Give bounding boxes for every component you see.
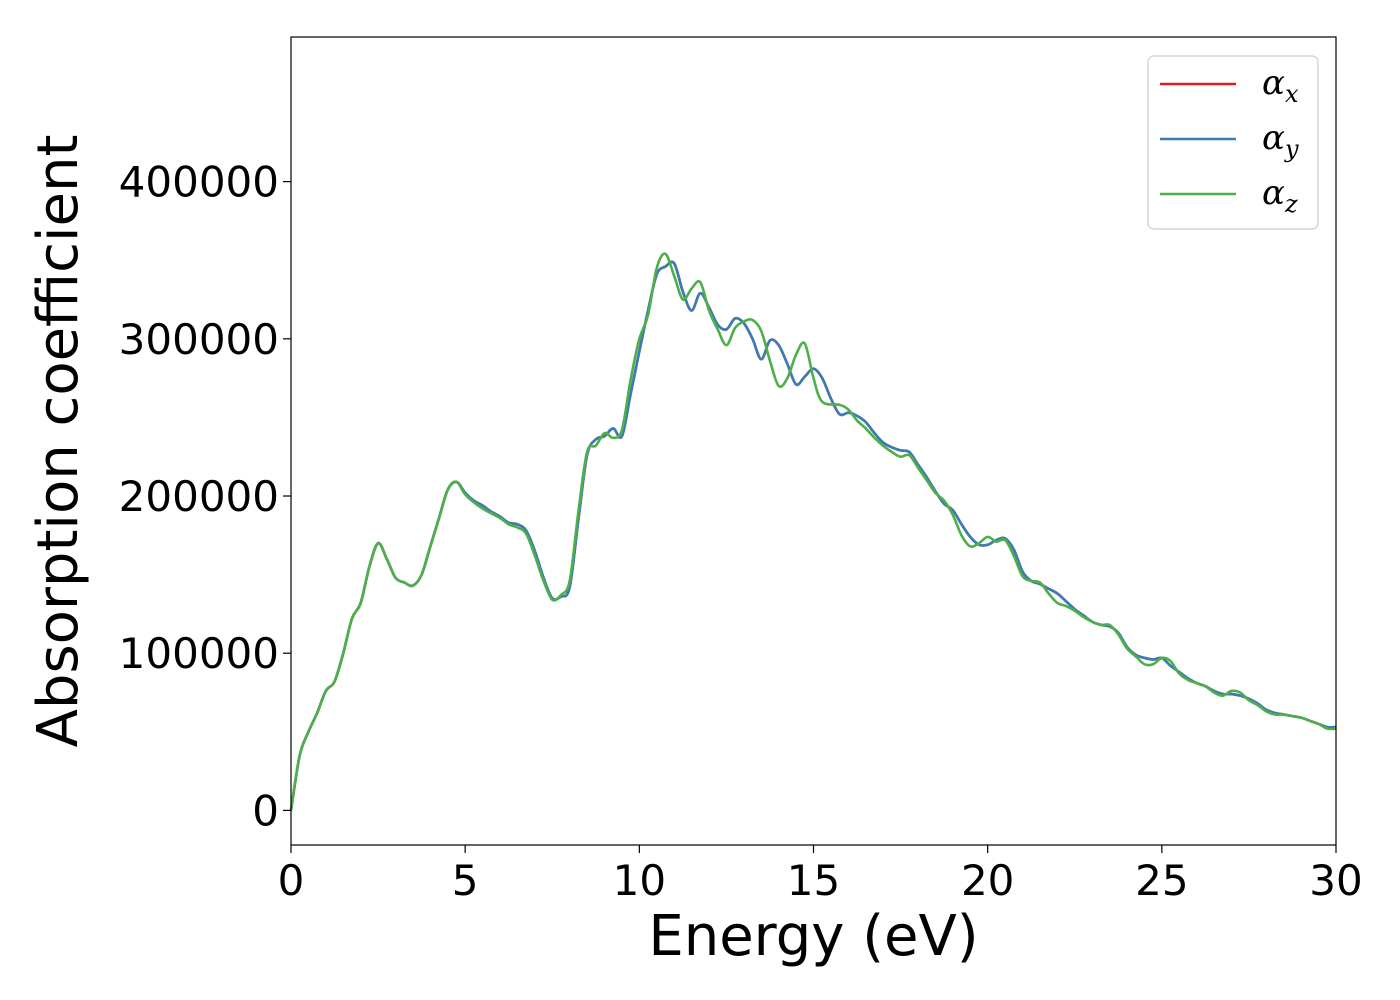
legend-label: αx (1262, 63, 1299, 108)
series-lines (289, 252, 1337, 811)
legend-symbol: α (1262, 63, 1285, 103)
x-tick-label: 30 (1309, 856, 1362, 905)
y-axis-title: Absorption coefficient (26, 135, 91, 748)
x-tick-label: 5 (452, 856, 479, 905)
legend-label: αz (1262, 173, 1298, 218)
legend-box (1147, 55, 1319, 230)
legend-subscript: y (1284, 135, 1299, 163)
legend-item-y: αy (1160, 118, 1299, 163)
x-tick-label: 10 (613, 856, 666, 905)
legend-item-z: αz (1160, 173, 1298, 218)
x-axis-ticks: 0 5 10 15 20 25 30 (278, 845, 1363, 905)
legend-label: αy (1262, 118, 1299, 163)
legend-item-x: αx (1160, 63, 1299, 108)
legend-symbol: α (1262, 173, 1285, 213)
y-tick-label: 0 (252, 786, 279, 835)
y-tick-label: 300000 (119, 315, 279, 364)
y-tick-label: 400000 (119, 158, 279, 207)
legend-symbol: α (1262, 118, 1285, 158)
series-line-x (289, 260, 1337, 811)
legend-subscript: x (1285, 80, 1299, 108)
series-line-y (289, 260, 1337, 811)
y-axis-ticks: 0 100000 200000 300000 400000 (119, 158, 291, 835)
x-tick-label: 20 (961, 856, 1014, 905)
x-tick-label: 15 (787, 856, 840, 905)
x-tick-label: 25 (1135, 856, 1188, 905)
x-axis-title: Energy (eV) (648, 904, 978, 969)
y-tick-label: 200000 (119, 472, 279, 521)
series-line-z (289, 252, 1337, 811)
legend-subscript: z (1284, 190, 1298, 218)
x-tick-label: 0 (278, 856, 305, 905)
y-tick-label: 100000 (119, 629, 279, 678)
